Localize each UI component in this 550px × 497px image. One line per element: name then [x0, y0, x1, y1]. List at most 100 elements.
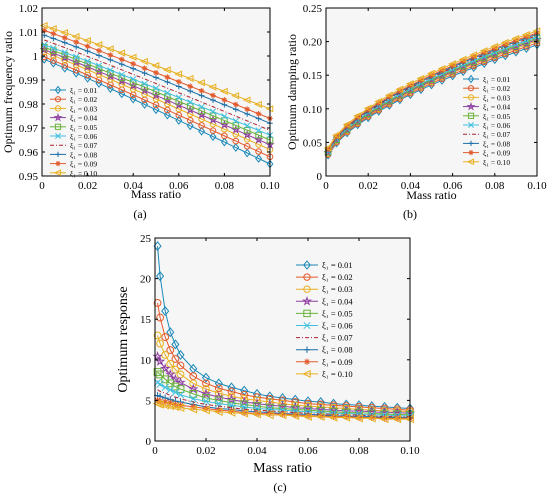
- y-tick-label: 0: [317, 171, 323, 183]
- data-point: [395, 85, 404, 93]
- legend-marker: [467, 94, 475, 101]
- data-point: [392, 414, 402, 424]
- data-point: [251, 410, 261, 419]
- data-point: [189, 403, 197, 411]
- data-point: [171, 365, 180, 374]
- data-point: [107, 52, 114, 58]
- legend-marker: [303, 273, 311, 281]
- legend-marker: [466, 158, 475, 166]
- data-point: [153, 69, 159, 76]
- series-line-1: [157, 246, 411, 410]
- data-point: [448, 60, 456, 68]
- data-point: [61, 49, 68, 56]
- legend-marker: [303, 358, 311, 365]
- data-point: [164, 74, 171, 81]
- data-point: [165, 368, 176, 379]
- data-point: [176, 390, 185, 399]
- data-point: [84, 58, 91, 65]
- y-axis: 0 0.05 0.10 0.15 0.20 0.25: [303, 3, 537, 183]
- data-point: [368, 414, 376, 421]
- series-line-2: [44, 56, 271, 158]
- x-tick-label: 0.06: [443, 180, 463, 192]
- data-point: [240, 409, 248, 416]
- data-point: [141, 70, 148, 76]
- data-point: [290, 411, 300, 421]
- legend-marker: [303, 309, 311, 318]
- y-axis: 0 5 10 15 20 25: [140, 233, 410, 448]
- data-point: [469, 51, 477, 59]
- data-point: [198, 88, 205, 94]
- legend-entry: ξ₁ = 0.03: [483, 93, 510, 102]
- data-point: [185, 74, 194, 82]
- data-point: [198, 122, 205, 129]
- y-tick-label: 10: [140, 355, 152, 367]
- data-point: [264, 410, 274, 420]
- data-point: [220, 137, 228, 147]
- data-point: [233, 106, 239, 113]
- data-point: [381, 414, 388, 422]
- data-point: [209, 112, 217, 120]
- axes-frame: [41, 7, 271, 177]
- legend-marker: [54, 123, 62, 130]
- data-point: [198, 92, 205, 99]
- data-point: [49, 58, 57, 68]
- data-point: [130, 65, 136, 72]
- x-axis-label: Mass ratio: [253, 461, 312, 476]
- data-point: [490, 42, 499, 51]
- data-point: [171, 382, 180, 391]
- data-point: [166, 399, 174, 407]
- panel-label: (c): [273, 480, 286, 494]
- data-point: [253, 134, 264, 144]
- data-point: [156, 313, 165, 322]
- legend-marker: [301, 296, 313, 306]
- data-point: [244, 122, 251, 129]
- legend-entry: ξ₁ = 0.05: [70, 123, 97, 132]
- data-point: [255, 131, 262, 139]
- data-point: [330, 413, 337, 421]
- legend-entry: ξ₁ = 0.09: [483, 149, 510, 158]
- series-line-3: [44, 51, 271, 151]
- data-point: [213, 391, 224, 402]
- data-point: [39, 21, 48, 30]
- data-point: [384, 91, 393, 99]
- x-tick-label: 0.08: [215, 180, 235, 192]
- data-point: [226, 408, 236, 417]
- x-tick-label: 0: [323, 180, 329, 192]
- data-point: [219, 87, 228, 95]
- data-point: [209, 127, 217, 134]
- data-point: [197, 79, 205, 87]
- legend-marker: [302, 369, 311, 378]
- series-line-7: [44, 39, 271, 131]
- y-tick-label: 0.98: [19, 99, 39, 111]
- legend-marker: [54, 96, 62, 103]
- legend-entry: ξ₁ = 0.05: [322, 308, 353, 318]
- data-point: [302, 412, 312, 421]
- data-point: [479, 47, 488, 55]
- legend-entry: ξ₁ = 0.05: [483, 112, 510, 121]
- data-point: [84, 43, 91, 50]
- data-point: [61, 62, 69, 69]
- data-point: [141, 65, 148, 72]
- y-tick-label: 1.01: [19, 27, 38, 39]
- data-point: [200, 388, 212, 399]
- series-line-10: [327, 30, 538, 149]
- data-point: [156, 397, 164, 405]
- panel-label: (b): [403, 207, 417, 221]
- legend-entry: ξ₁ = 0.10: [483, 158, 510, 167]
- data-point: [291, 411, 299, 419]
- y-tick-label: 0.95: [19, 171, 39, 183]
- data-point: [50, 45, 57, 52]
- data-point: [214, 378, 223, 389]
- data-point: [161, 383, 169, 392]
- legend-entry: ξ₁ = 0.08: [483, 139, 510, 148]
- legend-marker: [54, 105, 62, 112]
- data-point: [177, 401, 184, 409]
- y-tick-label: 0.20: [303, 37, 323, 49]
- y-tick-label: 20: [140, 274, 152, 286]
- data-point: [379, 414, 389, 424]
- data-point: [156, 271, 165, 282]
- data-point: [117, 49, 126, 57]
- y-axis: 0.95 0.96 0.97 0.98 0.99 1 1.01 1.02: [19, 3, 270, 183]
- data-point: [141, 99, 149, 109]
